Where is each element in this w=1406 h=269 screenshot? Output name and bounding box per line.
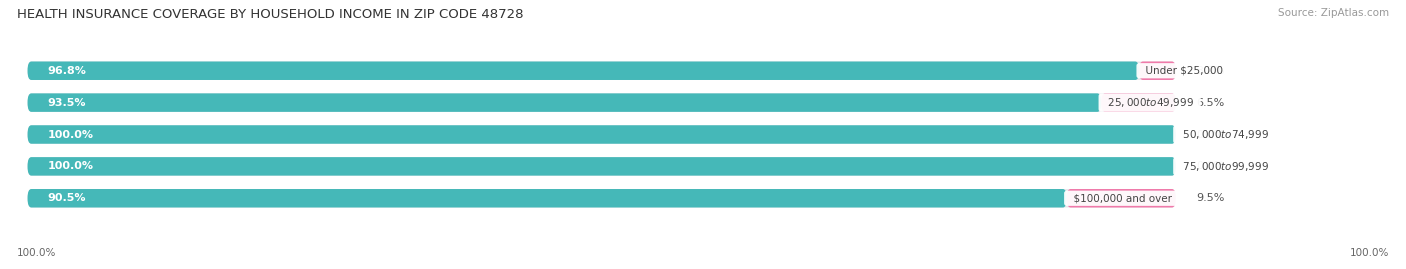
FancyBboxPatch shape — [28, 125, 1175, 144]
Text: 96.8%: 96.8% — [48, 66, 87, 76]
FancyBboxPatch shape — [28, 62, 1139, 80]
FancyBboxPatch shape — [28, 189, 1175, 207]
FancyBboxPatch shape — [28, 125, 1175, 144]
Text: 9.5%: 9.5% — [1197, 193, 1225, 203]
Text: 100.0%: 100.0% — [48, 129, 94, 140]
FancyBboxPatch shape — [28, 189, 1067, 207]
Text: 6.5%: 6.5% — [1197, 98, 1225, 108]
FancyBboxPatch shape — [1139, 62, 1175, 80]
Text: $75,000 to $99,999: $75,000 to $99,999 — [1175, 160, 1272, 173]
Text: 0.0%: 0.0% — [1197, 129, 1225, 140]
Text: HEALTH INSURANCE COVERAGE BY HOUSEHOLD INCOME IN ZIP CODE 48728: HEALTH INSURANCE COVERAGE BY HOUSEHOLD I… — [17, 8, 523, 21]
Text: 0.0%: 0.0% — [1197, 161, 1225, 171]
Text: 93.5%: 93.5% — [48, 98, 86, 108]
FancyBboxPatch shape — [1067, 189, 1175, 207]
Text: 90.5%: 90.5% — [48, 193, 86, 203]
Text: $50,000 to $74,999: $50,000 to $74,999 — [1175, 128, 1272, 141]
Text: 100.0%: 100.0% — [17, 248, 56, 258]
Text: 100.0%: 100.0% — [48, 161, 94, 171]
FancyBboxPatch shape — [28, 157, 1175, 176]
Text: 100.0%: 100.0% — [1350, 248, 1389, 258]
FancyBboxPatch shape — [1101, 93, 1175, 112]
FancyBboxPatch shape — [28, 157, 1175, 176]
Text: 3.2%: 3.2% — [1197, 66, 1225, 76]
Text: Source: ZipAtlas.com: Source: ZipAtlas.com — [1278, 8, 1389, 18]
Text: $100,000 and over: $100,000 and over — [1067, 193, 1178, 203]
Text: $25,000 to $49,999: $25,000 to $49,999 — [1101, 96, 1198, 109]
Text: Under $25,000: Under $25,000 — [1139, 66, 1230, 76]
FancyBboxPatch shape — [28, 93, 1101, 112]
FancyBboxPatch shape — [28, 93, 1175, 112]
FancyBboxPatch shape — [28, 62, 1175, 80]
